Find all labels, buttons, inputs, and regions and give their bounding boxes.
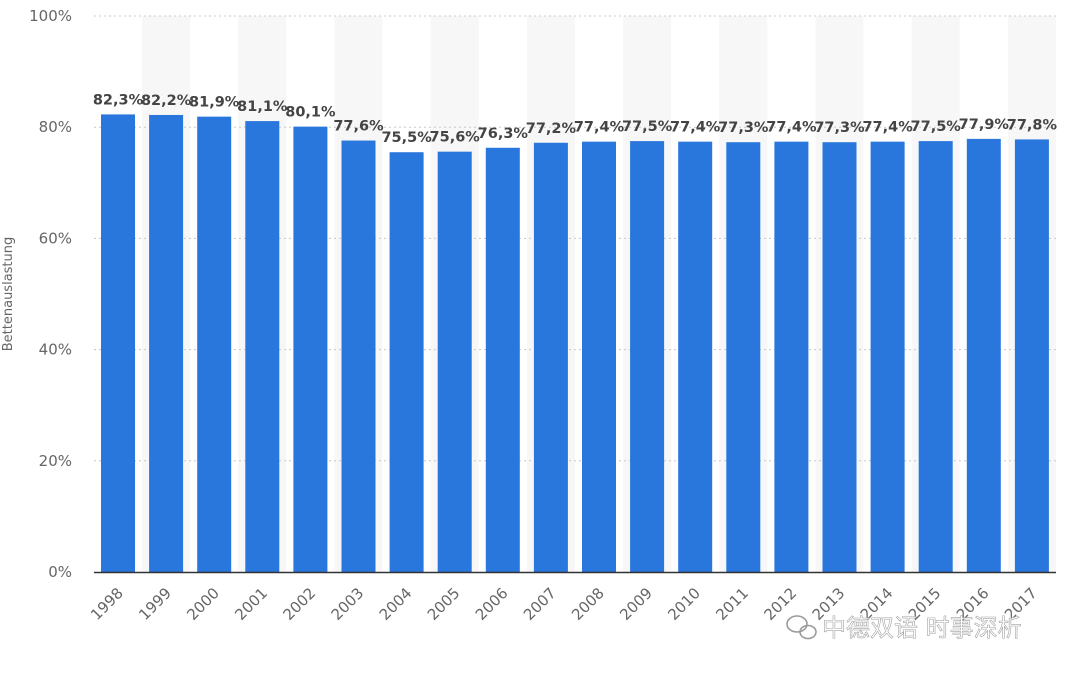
data-label: 77,3%	[814, 120, 865, 136]
data-label: 82,2%	[141, 93, 192, 109]
bars	[101, 114, 1049, 573]
x-tick-label: 2010	[664, 584, 704, 624]
bar	[582, 141, 616, 572]
data-label: 75,6%	[430, 130, 481, 146]
watermark: 中德双语 时事深析	[786, 614, 1022, 642]
y-tick-label: 80%	[39, 118, 72, 136]
data-label: 81,1%	[237, 99, 288, 115]
bar	[1014, 139, 1049, 572]
x-tick-label: 1998	[87, 584, 127, 624]
bar	[918, 141, 953, 572]
data-label: 77,9%	[959, 117, 1010, 133]
x-tick-label: 2008	[568, 584, 608, 624]
y-axis-title: Bettenauslastung	[1, 237, 16, 352]
x-tick-label: 2005	[424, 584, 464, 624]
y-tick-label: 100%	[29, 7, 72, 25]
data-label: 77,6%	[333, 119, 384, 135]
x-tick-label: 2000	[183, 584, 223, 624]
y-tick-label: 0%	[48, 563, 72, 581]
data-label: 77,4%	[670, 120, 721, 136]
x-tick-label: 1999	[135, 584, 175, 624]
bar	[870, 141, 905, 572]
y-axis-ticks: 0% 20% 40% 60% 80% 100%	[29, 7, 72, 581]
data-label: 80,1%	[285, 105, 336, 121]
bar	[245, 121, 280, 573]
data-label: 77,4%	[574, 120, 625, 136]
data-label: 75,5%	[381, 130, 432, 146]
x-tick-label: 2012	[760, 584, 800, 624]
bar	[293, 126, 328, 573]
data-label: 77,5%	[911, 119, 962, 135]
x-tick-label: 2007	[520, 584, 560, 624]
watermark-text: 中德双语 时事深析	[822, 614, 1022, 642]
data-labels: 82,3%82,2%81,9%81,1%80,1%77,6%75,5%75,6%…	[93, 92, 1058, 146]
data-label: 82,3%	[93, 92, 144, 108]
data-label: 77,4%	[862, 120, 913, 136]
bar	[678, 141, 713, 572]
data-label: 77,8%	[1007, 117, 1058, 133]
data-label: 77,2%	[526, 121, 577, 137]
bar	[726, 142, 761, 572]
y-tick-label: 20%	[39, 452, 72, 470]
bar	[437, 151, 472, 572]
x-tick-label: 2003	[328, 584, 368, 624]
x-tick-label: 2004	[376, 584, 416, 624]
bar	[630, 141, 665, 572]
data-label: 77,4%	[766, 120, 817, 136]
data-label: 77,5%	[622, 119, 673, 135]
x-tick-label: 2001	[231, 584, 271, 624]
bar	[101, 114, 135, 573]
bar	[774, 141, 809, 572]
x-tick-label: 2006	[472, 584, 512, 624]
bar	[966, 138, 1001, 572]
wechat-icon	[786, 615, 817, 640]
bar	[149, 114, 184, 572]
bar	[822, 142, 857, 572]
bar	[485, 147, 520, 572]
y-tick-label: 60%	[39, 229, 72, 247]
bar	[389, 152, 424, 572]
bar	[533, 142, 568, 572]
x-tick-label: 2011	[712, 584, 752, 624]
bar	[197, 116, 232, 573]
x-tick-label: 2009	[616, 584, 656, 624]
data-label: 81,9%	[189, 95, 240, 111]
bar	[341, 140, 376, 572]
y-tick-label: 40%	[39, 341, 72, 359]
data-label: 76,3%	[478, 126, 529, 142]
x-tick-label: 2002	[279, 584, 319, 624]
data-label: 77,3%	[718, 120, 769, 136]
